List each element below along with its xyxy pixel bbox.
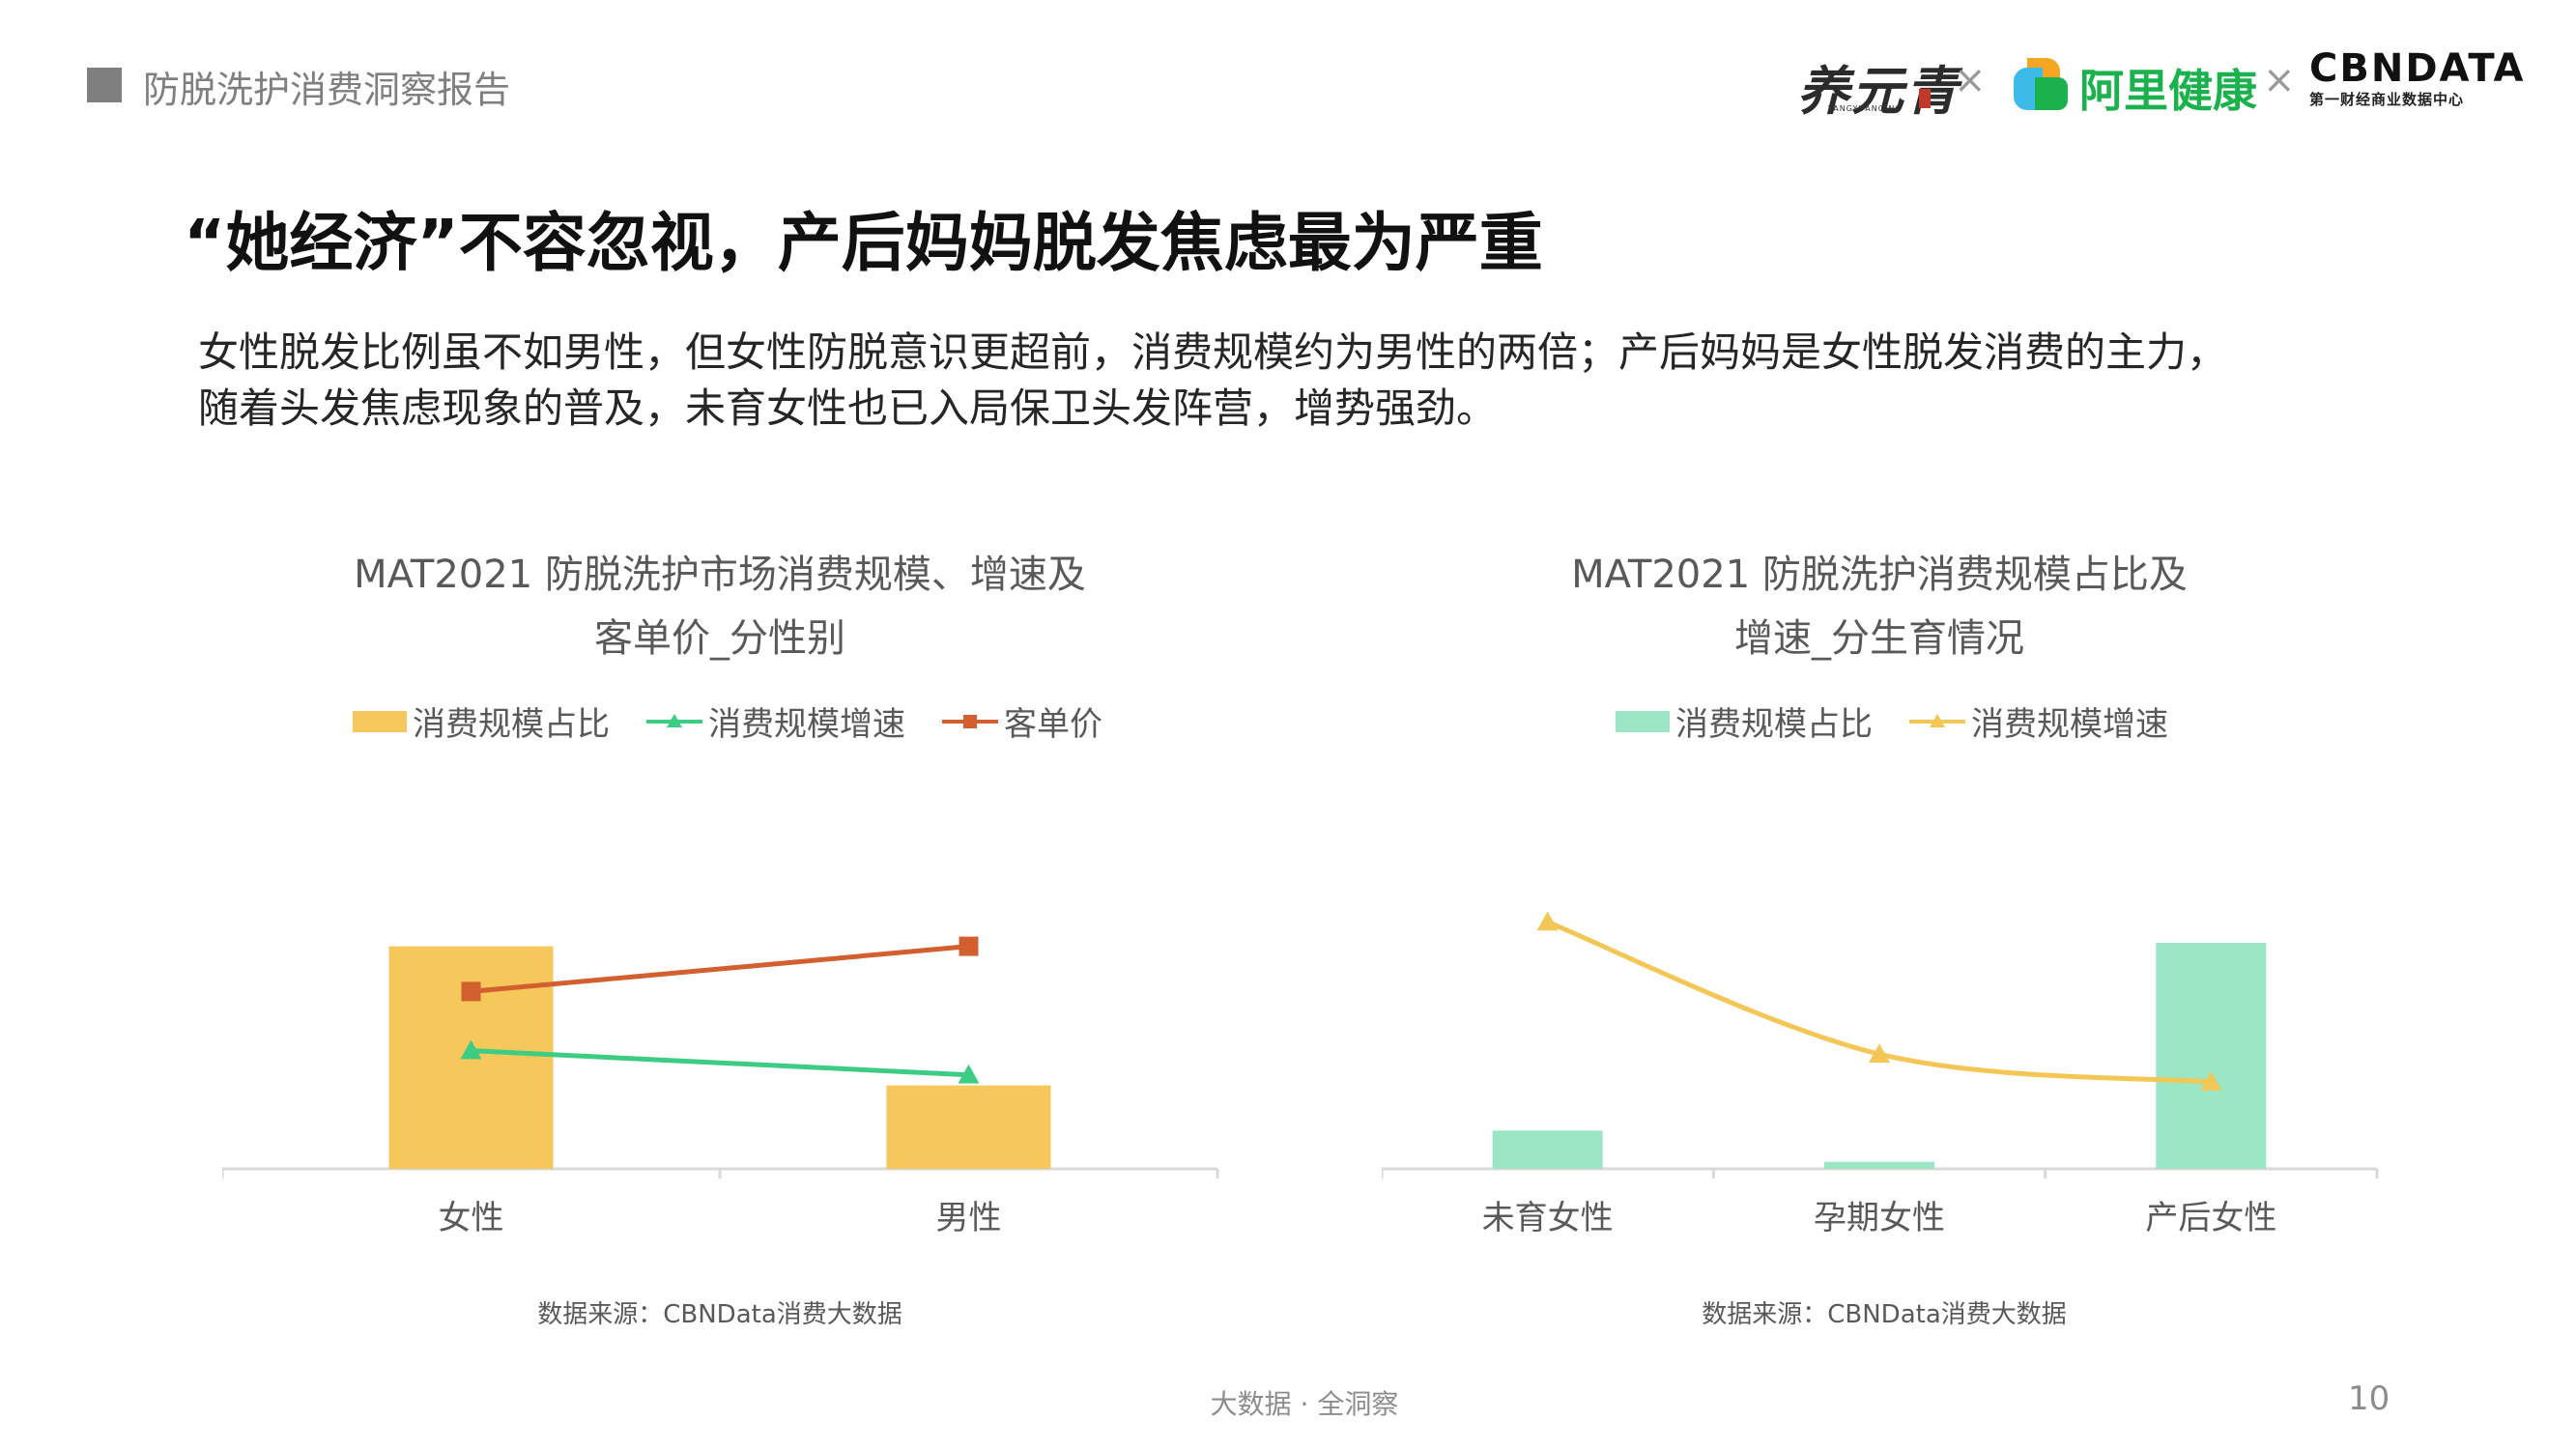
x-tick-label: 产后女性 xyxy=(2145,1199,2276,1237)
legend-triangle-line-icon xyxy=(646,713,702,727)
legend-item: 消费规模增速 xyxy=(646,697,905,745)
legend-item: 消费规模增速 xyxy=(1909,697,2168,745)
summary-line: 随着头发焦虑现象的普及，未育女性也已入局保卫头发阵营，增势强劲。 xyxy=(198,384,1498,432)
chart2-plot: 未育女性 孕期女性 产后女性 xyxy=(1382,911,2379,1237)
legend-bar-swatch-icon xyxy=(1616,710,1670,732)
legend-label: 消费规模增速 xyxy=(1971,705,2168,744)
chart2-title: MAT2021 防脱洗护消费规模占比及 增速_分生育情况 xyxy=(1382,543,2377,670)
header-square-icon xyxy=(87,68,122,102)
cbndata-logo-text: CBNDATA xyxy=(2309,46,2526,91)
bar xyxy=(2156,943,2267,1169)
footer-slogan: 大数据 · 全洞察 xyxy=(1210,1388,1399,1420)
report-title: 防脱洗护消费洞察报告 xyxy=(143,69,511,111)
legend-bar-swatch-icon xyxy=(353,710,407,732)
data-point-triangle xyxy=(460,1039,482,1060)
page-number: 10 xyxy=(2348,1379,2390,1418)
data-point-square xyxy=(461,981,481,1002)
legend-triangle-line-icon xyxy=(1909,713,1965,727)
legend-square-line-icon xyxy=(942,714,998,728)
chart1-source: 数据来源：CBNData消费大数据 xyxy=(537,1300,902,1329)
chart1-title: MAT2021 防脱洗护市场消费规模、增速及 客单价_分性别 xyxy=(222,543,1217,670)
data-point-square xyxy=(959,936,979,956)
series-line xyxy=(471,1048,969,1078)
summary-line: 女性脱发比例虽不如男性，但女性防脱意识更超前，消费规模约为男性的两倍；产后妈妈是… xyxy=(198,328,2228,376)
legend-label: 消费规模增速 xyxy=(708,705,905,744)
page-title: “她经济”不容忽视，产后妈妈脱发焦虑最为严重 xyxy=(184,206,1543,280)
yangyuanqing-logo: 养元青 YANGYUANQING xyxy=(1797,48,1958,122)
x-tick-label: 男性 xyxy=(936,1199,1002,1237)
legend-label: 消费规模占比 xyxy=(413,705,610,744)
bar xyxy=(1824,1161,1934,1169)
chart2-legend: 消费规模占比 消费规模增速 xyxy=(1616,697,2205,745)
data-point-triangle xyxy=(1869,1043,1890,1063)
bar xyxy=(1492,1130,1603,1169)
legend-item: 客单价 xyxy=(942,697,1102,745)
seal-icon xyxy=(1919,89,1931,108)
alihealth-logo: 阿里健康 xyxy=(2010,48,2257,122)
series-line xyxy=(471,944,969,994)
chart2-title-line: 增速_分生育情况 xyxy=(1734,616,2024,661)
data-point-triangle xyxy=(2200,1071,2222,1091)
x-tick-label: 女性 xyxy=(439,1199,504,1237)
chart2-title-line: MAT2021 防脱洗护消费规模占比及 xyxy=(1571,553,2188,597)
chart2-source: 数据来源：CBNData消费大数据 xyxy=(1702,1300,2067,1329)
chart1-plot: 女性 男性 xyxy=(222,936,1219,1237)
yangyuanqing-logo-text: 养元青 xyxy=(1797,60,1960,122)
alihealth-leaf-icon xyxy=(2014,58,2068,110)
chart1-title-line: MAT2021 防脱洗护市场消费规模、增速及 xyxy=(354,553,1086,597)
x-tick-label: 未育女性 xyxy=(1482,1199,1614,1237)
cbndata-logo: CBNDATA 第一财经商业数据中心 xyxy=(2309,46,2526,120)
legend-item: 消费规模占比 xyxy=(1616,697,1873,745)
legend-label: 消费规模占比 xyxy=(1675,705,1873,744)
summary-text: 女性脱发比例虽不如男性，但女性防脱意识更超前，消费规模约为男性的两倍；产后妈妈是… xyxy=(198,325,2420,437)
data-point-triangle xyxy=(958,1064,980,1084)
legend-item: 消费规模占比 xyxy=(353,697,610,745)
yangyuanqing-logo-subtext: YANGYUANQING xyxy=(1828,104,1903,113)
alihealth-logo-text: 阿里健康 xyxy=(2079,65,2257,117)
x-tick-label: 孕期女性 xyxy=(1814,1199,1945,1237)
legend-label: 客单价 xyxy=(1004,705,1102,744)
chart1-title-line: 客单价_分性别 xyxy=(594,616,845,661)
cbndata-logo-subtext: 第一财经商业数据中心 xyxy=(2309,91,2465,108)
bar xyxy=(886,1085,1051,1169)
data-point-triangle xyxy=(1536,911,1559,931)
logo-separator: × xyxy=(1954,58,1987,102)
logo-separator: × xyxy=(2263,58,2296,102)
chart1-legend: 消费规模占比 消费规模增速 客单价 xyxy=(353,697,1139,745)
